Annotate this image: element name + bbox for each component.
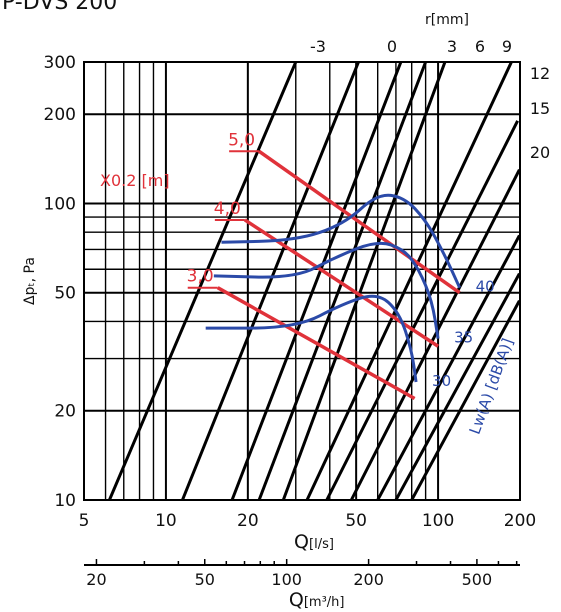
y-tick-label: 20 bbox=[54, 402, 76, 422]
x-tick-label: 20 bbox=[237, 511, 259, 531]
r-line bbox=[108, 62, 298, 500]
y-axis-label: Δpₜ, Pa bbox=[22, 257, 38, 305]
chart-title: P-DVS 200 bbox=[2, 0, 118, 15]
throw-series-label: 3,0 bbox=[187, 267, 214, 287]
r-line-label: 20 bbox=[530, 143, 550, 162]
r-line bbox=[181, 62, 360, 500]
r-line-label: 3 bbox=[447, 37, 457, 56]
secondary-tick-label: 200 bbox=[353, 570, 384, 589]
r-line bbox=[410, 299, 520, 500]
sound-series-label: 35 bbox=[454, 329, 473, 347]
r-line-label: 15 bbox=[530, 99, 550, 118]
throw-series-label: 5,0 bbox=[228, 130, 255, 150]
throw-series-label: 4,0 bbox=[214, 199, 241, 219]
x-tick-label: 10 bbox=[155, 511, 177, 531]
r-axis-label: r[mm] bbox=[425, 12, 469, 28]
r-line-label: 6 bbox=[475, 37, 485, 56]
x-tick-label: 200 bbox=[504, 511, 536, 531]
sound-series-label: 40 bbox=[476, 278, 495, 296]
r-line-label: 9 bbox=[502, 37, 512, 56]
sound-series bbox=[205, 193, 461, 383]
r-line bbox=[230, 62, 403, 500]
x-axis-unit: [l/s] bbox=[309, 537, 334, 552]
r-line-label: 0 bbox=[387, 37, 397, 56]
sound-line bbox=[205, 294, 418, 383]
y-tick-label: 300 bbox=[44, 53, 76, 73]
chart-grid bbox=[83, 61, 521, 501]
r-line-label: -3 bbox=[310, 37, 326, 56]
sound-line bbox=[213, 241, 440, 339]
r-line bbox=[281, 62, 447, 500]
x-tick-label: 50 bbox=[345, 511, 367, 531]
secondary-tick-label: 20 bbox=[86, 570, 106, 589]
secondary-tick-label: 100 bbox=[271, 570, 302, 589]
x-tick-label: 5 bbox=[79, 511, 90, 531]
x-tick-label: 100 bbox=[422, 511, 454, 531]
y-tick-label: 100 bbox=[44, 194, 76, 214]
throw-line bbox=[258, 149, 461, 295]
x-axis-label: Q[l/s] bbox=[294, 531, 334, 553]
r-line bbox=[349, 169, 520, 500]
y-tick-label: 50 bbox=[54, 284, 76, 304]
r-line-label: 12 bbox=[530, 64, 550, 83]
r-line bbox=[376, 234, 520, 500]
secondary-axis-unit: [m³/h] bbox=[304, 595, 345, 610]
throw-label: X0.2 [m] bbox=[100, 171, 170, 190]
secondary-axis-label: Q[m³/h] bbox=[289, 589, 345, 611]
r-line bbox=[305, 62, 513, 500]
throw-line bbox=[216, 286, 416, 400]
r-line bbox=[325, 120, 519, 500]
r-line bbox=[394, 272, 520, 500]
sound-line bbox=[221, 193, 461, 289]
sound-series-label: 30 bbox=[432, 372, 451, 390]
secondary-tick-label: 50 bbox=[195, 570, 215, 589]
plot-frame bbox=[83, 61, 521, 501]
y-tick-label: 10 bbox=[54, 491, 76, 511]
secondary-tick-label: 500 bbox=[462, 570, 493, 589]
y-tick-label: 200 bbox=[44, 105, 76, 125]
r-lines bbox=[108, 62, 520, 500]
r-line bbox=[257, 62, 428, 500]
